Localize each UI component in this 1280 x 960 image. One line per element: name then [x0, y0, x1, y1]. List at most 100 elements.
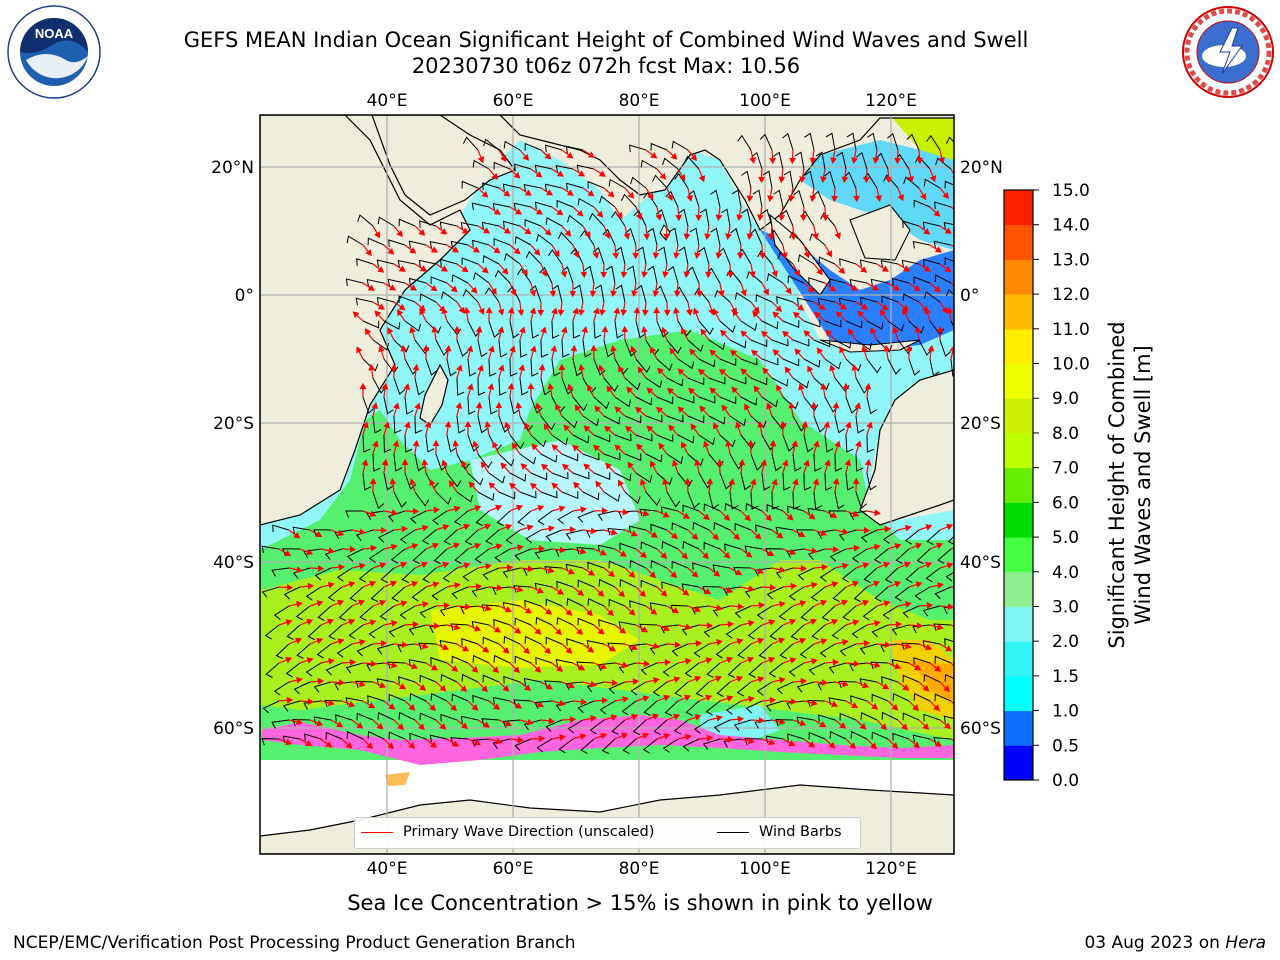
wave-direction-arrow [749, 263, 756, 279]
wave-direction-arrow [812, 478, 820, 493]
wind-barb [845, 472, 855, 491]
colorbar-tick-label: 2.0 [1052, 632, 1079, 652]
wave-direction-arrow [918, 719, 930, 730]
wind-barb [454, 548, 469, 564]
wind-barb [892, 732, 910, 741]
wave-direction-arrow [572, 662, 586, 671]
wind-barb [656, 434, 674, 443]
wave-direction-arrow [624, 187, 635, 199]
wind-barb [460, 221, 479, 230]
wave-direction-arrow [620, 301, 628, 317]
wave-direction-arrow [946, 306, 954, 322]
wind-barb [314, 567, 332, 581]
wind-barb [567, 214, 584, 227]
wind-barb [838, 297, 857, 306]
wind-barb [724, 502, 742, 512]
wind-barb [918, 339, 932, 356]
wind-barb [355, 297, 374, 306]
wave-direction-arrow [551, 624, 562, 636]
wind-barb [934, 693, 952, 702]
wind-barb [803, 434, 814, 453]
wave-direction-arrow [456, 562, 471, 569]
wind-barb [601, 738, 616, 755]
wind-barb [660, 506, 679, 515]
wind-barb [440, 291, 458, 303]
wave-direction-arrow [626, 386, 637, 398]
wind-barb [261, 586, 280, 598]
wind-barb [884, 567, 899, 584]
wave-direction-arrow [614, 508, 630, 516]
wave-direction-arrow [623, 225, 631, 240]
wind-barb [561, 491, 579, 500]
wind-barb [875, 152, 889, 170]
wave-direction-arrow [509, 282, 517, 297]
wind-barb [694, 287, 710, 303]
wind-barb [922, 640, 941, 648]
wind-barb [534, 548, 553, 560]
wind-barb [555, 548, 573, 557]
wind-barb [366, 278, 385, 287]
wind-barb [614, 433, 632, 442]
wind-barb [303, 548, 322, 558]
wave-direction-arrow [669, 347, 679, 360]
wind-barb [745, 700, 763, 714]
wave-direction-arrow [834, 225, 841, 240]
wind-barb [687, 491, 700, 509]
wave-direction-arrow [362, 660, 378, 668]
wind-barb [943, 606, 954, 615]
wind-barb [845, 358, 862, 372]
wind-barb [934, 655, 952, 664]
wave-direction-arrow [504, 421, 511, 436]
wave-direction-arrow [403, 383, 411, 398]
wind-barb [786, 700, 805, 710]
wave-direction-arrow [656, 659, 672, 666]
wind-barb [677, 358, 695, 370]
wind-barb [881, 295, 899, 304]
wave-direction-arrow [855, 440, 862, 455]
wind-barb [771, 338, 789, 347]
wave-direction-arrow [551, 206, 564, 216]
wave-direction-arrow [464, 420, 472, 436]
wave-direction-arrow [824, 510, 838, 518]
wind-barb [409, 692, 427, 702]
wave-direction-arrow [767, 187, 774, 203]
wave-direction-arrow [572, 244, 580, 259]
wave-direction-arrow [698, 368, 710, 379]
wind-barb [645, 414, 663, 423]
wind-barb [665, 190, 679, 208]
wave-direction-arrow [792, 677, 808, 685]
wind-barb [901, 642, 919, 650]
wave-direction-arrow [369, 477, 377, 493]
wind-barb [762, 170, 773, 189]
wind-barb [702, 738, 721, 750]
wind-barb [782, 434, 795, 452]
wave-direction-arrow [663, 301, 671, 317]
wind-barb [421, 529, 437, 545]
wind-barb [666, 377, 684, 387]
wind-barb [461, 638, 479, 646]
lon-bottom-60: 60°E [493, 859, 534, 879]
wave-direction-arrow [866, 421, 873, 436]
wave-direction-arrow [897, 524, 912, 532]
wind-barb [419, 220, 437, 229]
wave-direction-arrow [614, 624, 627, 634]
wave-direction-arrow [278, 696, 294, 704]
wave-direction-arrow [537, 301, 545, 317]
wind-barb [630, 681, 647, 696]
wind-barb [881, 711, 899, 721]
wave-direction-arrow [530, 206, 543, 215]
wind-barb [849, 662, 868, 672]
wave-direction-arrow [396, 309, 406, 322]
wind-barb [758, 643, 773, 660]
wind-barb [572, 396, 588, 412]
wave-direction-arrow [690, 423, 700, 436]
wave-direction-arrow [604, 425, 616, 436]
wave-direction-arrow [813, 263, 823, 276]
wave-direction-arrow [341, 545, 357, 553]
lat-right-20n: 20°N [960, 158, 1003, 178]
wind-barb [771, 453, 782, 472]
wave-direction-arrow [495, 401, 503, 417]
wind-barb [811, 624, 826, 640]
wind-barb [761, 357, 779, 366]
wave-direction-arrow [641, 301, 649, 317]
